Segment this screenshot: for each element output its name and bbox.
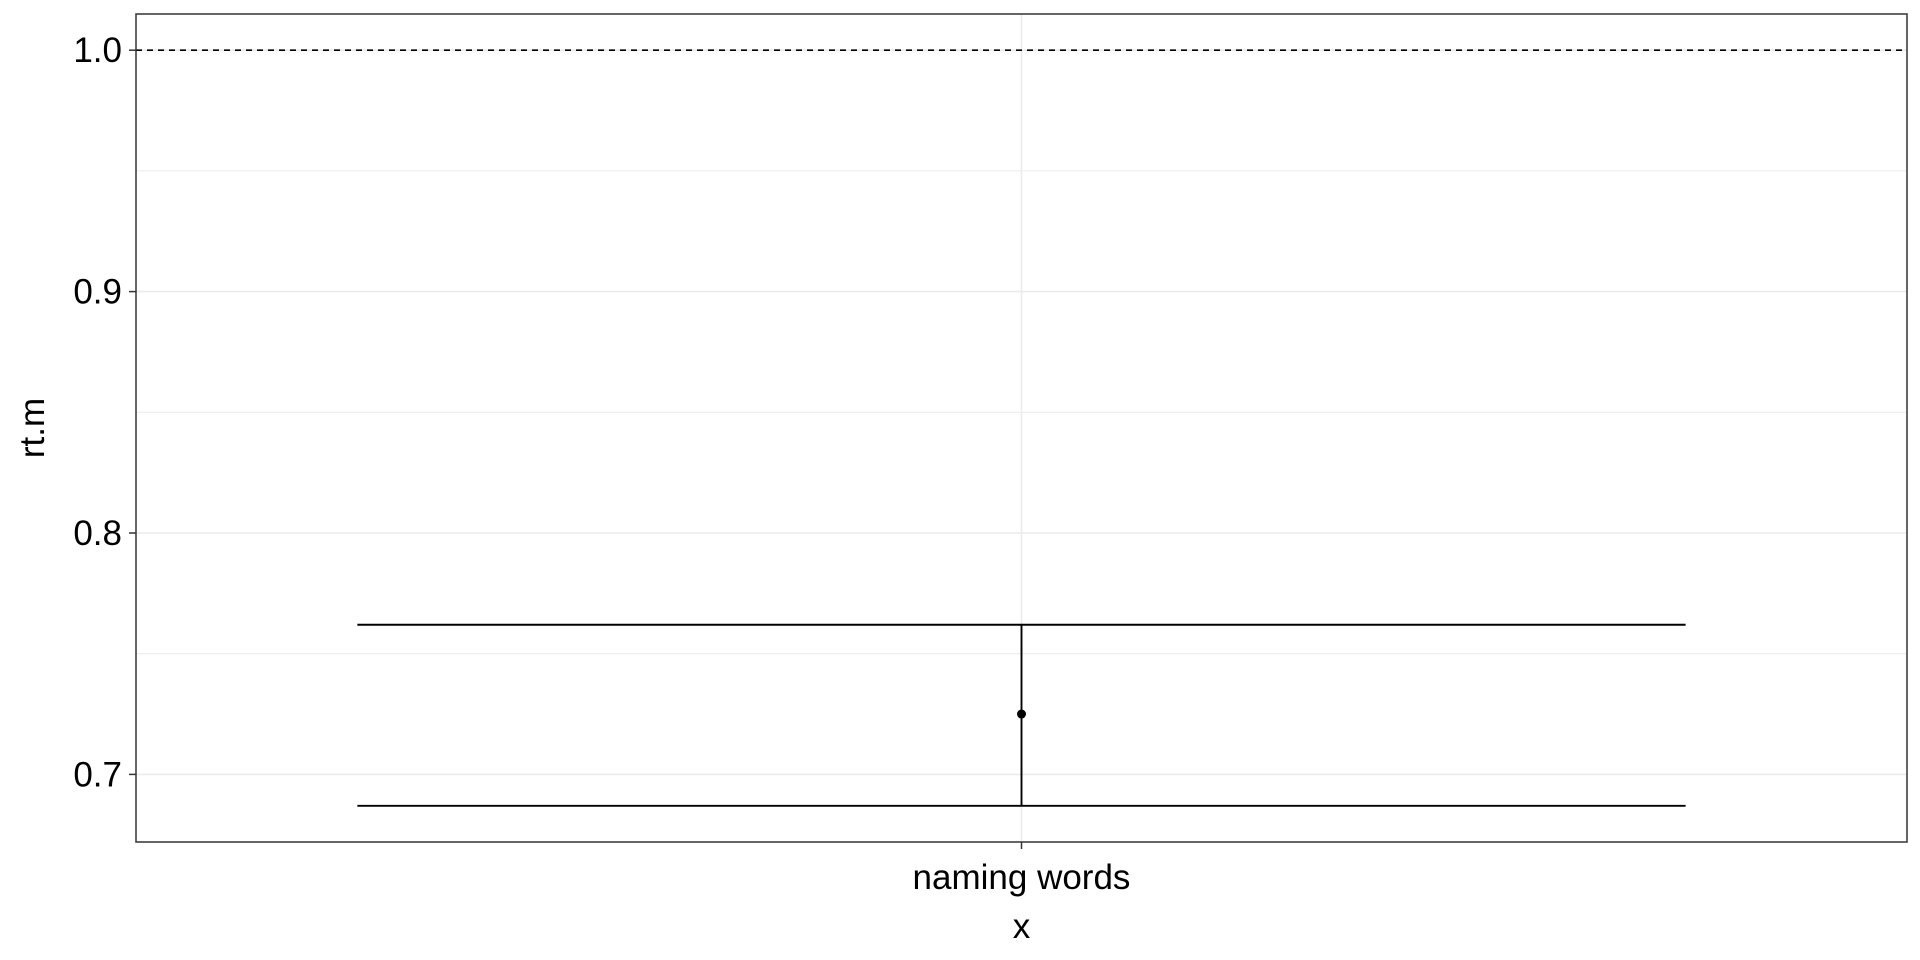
x-tick-label: naming words bbox=[913, 858, 1131, 897]
chart-marks bbox=[136, 49, 1907, 807]
y-tick-label: 0.8 bbox=[73, 514, 122, 553]
y-axis-title: rt.m bbox=[13, 398, 52, 458]
y-tick-label: 1.0 bbox=[73, 31, 122, 70]
y-tick-label: 0.7 bbox=[73, 755, 122, 794]
tick-labels: 0.7 0.8 0.9 1.0 naming words bbox=[73, 31, 1130, 897]
y-tick-label: 0.9 bbox=[73, 273, 122, 312]
data-point bbox=[1017, 709, 1026, 719]
axis-ticks bbox=[129, 49, 1023, 849]
x-axis-title: x bbox=[1013, 907, 1031, 946]
